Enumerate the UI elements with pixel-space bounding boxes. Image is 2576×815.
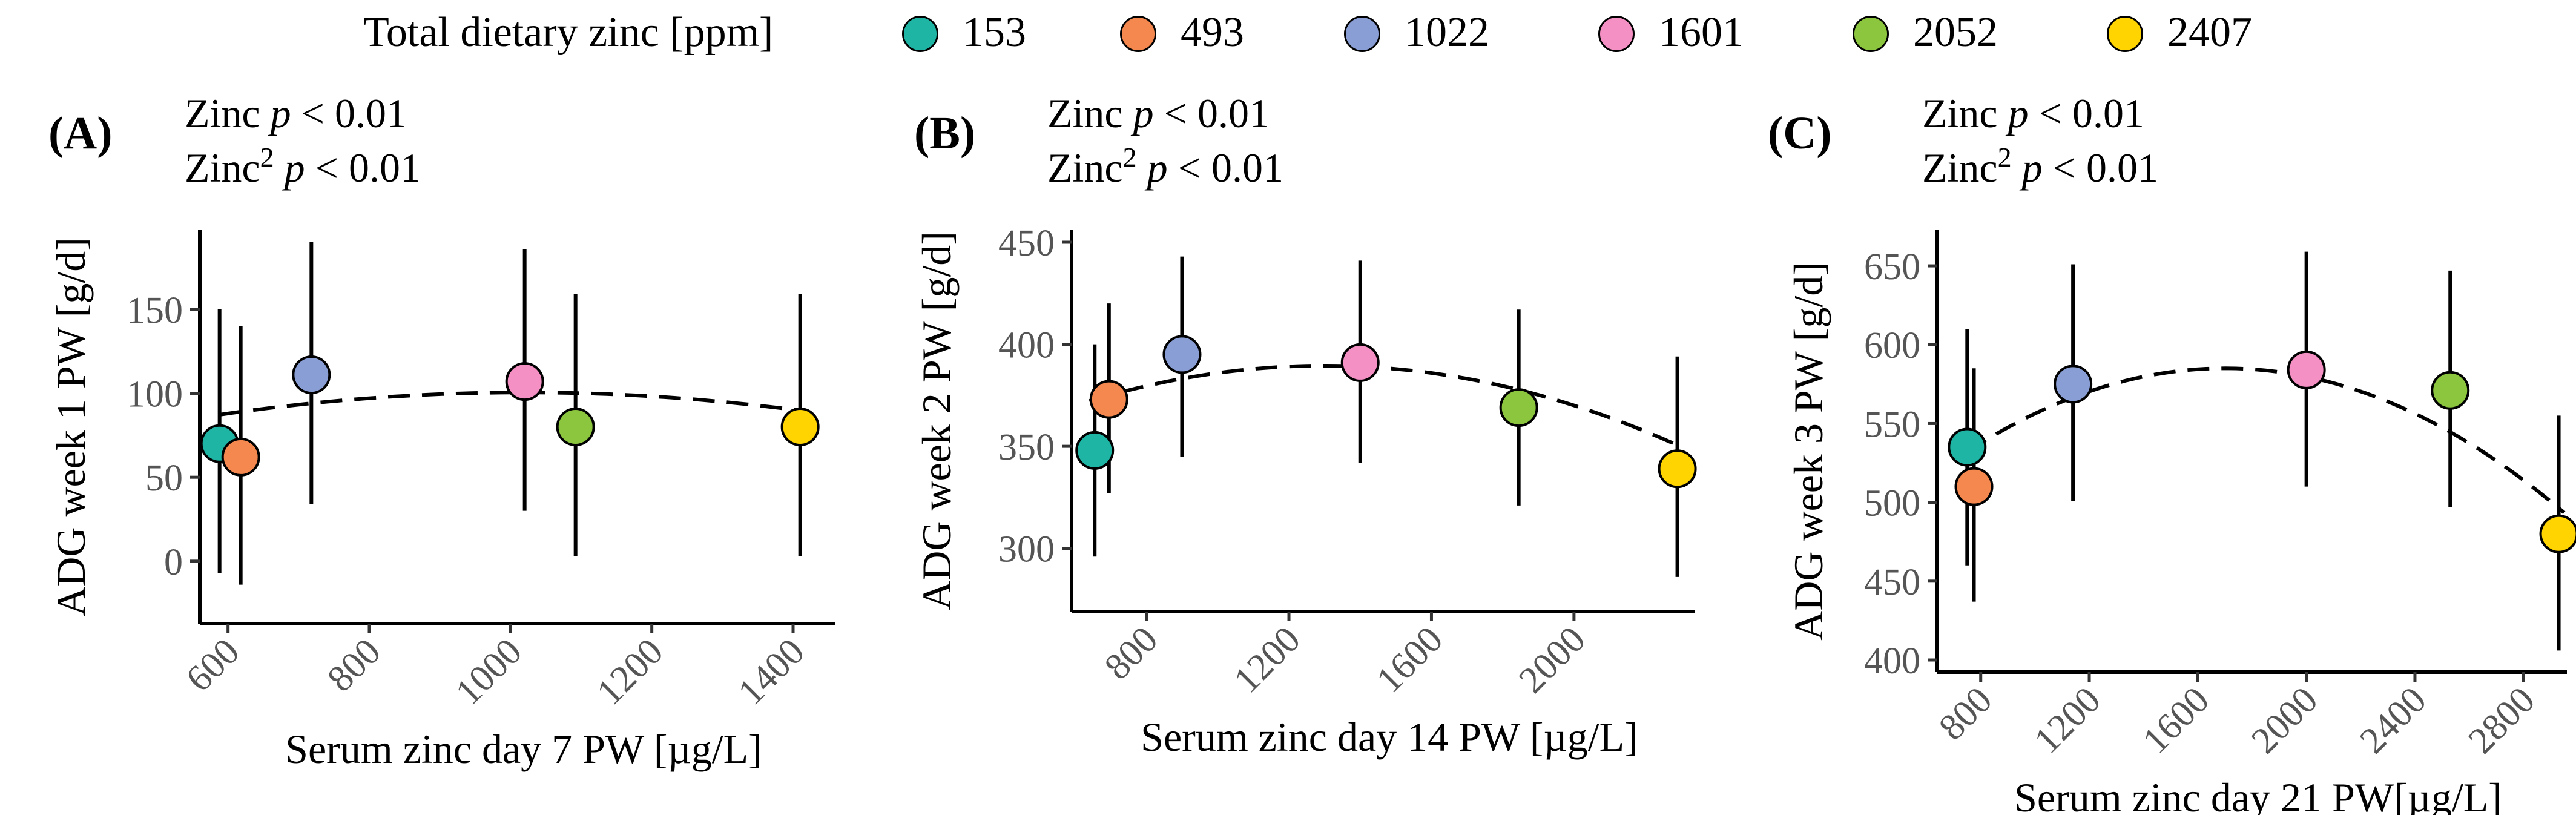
chart-panel-a: (A) Zinc p < 0.01 Zinc2 p < 0.01 0 50 100 150 6… xyxy=(48,90,835,772)
data-point-1022 xyxy=(2054,365,2093,404)
y-axis-title: ADG week 1 PW [g/d] xyxy=(48,237,94,616)
x-tick-label: 1200 xyxy=(589,631,671,713)
panel-tag: (B) xyxy=(914,108,975,159)
y-axis-title: ADG week 3 PW [g/d] xyxy=(1785,262,1831,641)
y-tick-label: 450 xyxy=(1864,562,1920,603)
data-point-1022 xyxy=(292,355,331,395)
annotation-zinc2: Zinc2 p < 0.01 xyxy=(185,142,421,191)
fit-curve xyxy=(1089,364,1682,449)
y-tick-label: 100 xyxy=(127,374,183,415)
y-tick-label: 650 xyxy=(1864,246,1920,288)
x-tick-label: 800 xyxy=(320,631,389,700)
data-point-2052 xyxy=(2431,371,2470,410)
y-tick-label: 550 xyxy=(1864,404,1920,445)
y-tick-label: 300 xyxy=(998,529,1055,570)
legend-label-153: 153 xyxy=(963,9,1026,56)
y-tick-label: 400 xyxy=(998,325,1055,366)
x-tick-label: 1000 xyxy=(447,631,530,713)
y-tick-label: 150 xyxy=(127,290,183,331)
y-tick-label: 50 xyxy=(145,458,183,499)
panel-tag: (A) xyxy=(48,108,113,159)
annotation-zinc2: Zinc2 p < 0.01 xyxy=(1922,142,2158,191)
x-axis-title: Serum zinc day 14 PW [µg/L] xyxy=(1141,714,1638,760)
annotation-zinc2: Zinc2 p < 0.01 xyxy=(1047,142,1283,191)
x-tick-label: 800 xyxy=(1931,679,2000,748)
legend-swatch-1601 xyxy=(1598,16,1635,52)
x-tick-label: 2000 xyxy=(2244,679,2326,762)
data-point-2407 xyxy=(780,408,820,446)
data-point-2407 xyxy=(2539,514,2576,553)
x-axis-title: Serum zinc day 7 PW [µg/L] xyxy=(285,726,762,772)
data-point-1601 xyxy=(505,362,544,401)
data-point-493 xyxy=(1954,467,1994,506)
legend-swatch-493 xyxy=(1120,16,1156,52)
data-point-2407 xyxy=(1658,449,1697,489)
legend-label-493: 493 xyxy=(1181,9,1244,56)
y-axis-title: ADG week 2 PW [g/d] xyxy=(914,231,960,610)
legend-swatch-1022 xyxy=(1344,16,1380,52)
data-point-1601 xyxy=(1340,343,1380,382)
x-tick-label: 2000 xyxy=(1511,619,1593,701)
annotation-zinc: Zinc p < 0.01 xyxy=(1047,90,1270,136)
y-tick-label: 400 xyxy=(1864,641,1920,682)
legend-label-2052: 2052 xyxy=(1913,9,1998,56)
y-tick-label: 0 xyxy=(164,542,183,583)
data-point-2052 xyxy=(556,408,595,446)
chart-panel-c: (C) Zinc p < 0.01 Zinc2 p < 0.01 400 450 500 5… xyxy=(1768,90,2576,815)
legend-swatch-2407 xyxy=(2107,16,2143,52)
data-point-493 xyxy=(1089,380,1128,419)
y-tick-label: 500 xyxy=(1864,483,1920,524)
chart-panel-b: (B) Zinc p < 0.01 Zinc2 p < 0.01 300 350 400 4… xyxy=(914,90,1697,760)
x-tick-label: 1200 xyxy=(1226,619,1308,701)
x-tick-label: 2400 xyxy=(2352,679,2434,762)
data-point-153 xyxy=(1948,427,1987,467)
x-tick-label: 1400 xyxy=(730,631,812,713)
x-tick-label: 1200 xyxy=(2026,679,2109,762)
y-tick-label: 350 xyxy=(998,427,1055,468)
legend-label-2407: 2407 xyxy=(2167,9,2252,56)
data-point-493 xyxy=(221,437,260,477)
x-tick-label: 2800 xyxy=(2460,679,2543,762)
annotation-zinc: Zinc p < 0.01 xyxy=(1922,90,2144,136)
legend-swatch-2052 xyxy=(1853,16,1889,52)
panel-tag: (C) xyxy=(1768,108,1832,159)
data-point-153 xyxy=(1075,431,1115,470)
x-tick-label: 1600 xyxy=(1369,619,1451,701)
data-point-1601 xyxy=(2287,350,2326,389)
legend-swatch-153 xyxy=(902,16,938,52)
legend-title: Total dietary zinc [ppm] xyxy=(363,9,774,56)
fit-curve xyxy=(219,391,801,417)
x-tick-label: 800 xyxy=(1097,619,1166,688)
x-tick-label: 600 xyxy=(179,631,248,700)
annotation-zinc: Zinc p < 0.01 xyxy=(185,90,407,136)
legend-label-1022: 1022 xyxy=(1405,9,1489,56)
x-axis-title: Serum zinc day 21 PW[µg/L] xyxy=(2014,774,2502,815)
x-tick-label: 1600 xyxy=(2135,679,2217,762)
legend: Total dietary zinc [ppm] 153 493 1022 16… xyxy=(0,0,2576,73)
legend-label-1601: 1601 xyxy=(1659,9,1744,56)
data-point-1022 xyxy=(1162,335,1202,374)
y-tick-label: 600 xyxy=(1864,325,1920,366)
data-point-2052 xyxy=(1499,388,1538,427)
y-tick-label: 450 xyxy=(998,223,1055,264)
